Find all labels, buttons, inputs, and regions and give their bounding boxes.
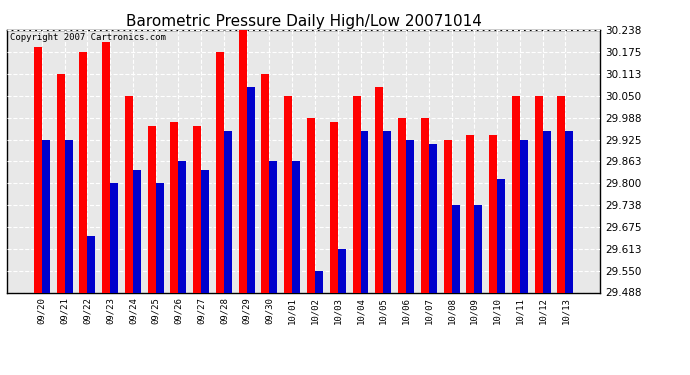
Bar (421, 117, 428, 292)
Bar (262, 74, 270, 292)
Bar (558, 96, 565, 292)
Bar (247, 87, 255, 292)
Bar (520, 140, 528, 292)
Bar (474, 205, 482, 292)
Bar (375, 87, 383, 292)
Bar (451, 205, 460, 292)
Bar (497, 179, 505, 292)
Bar (88, 236, 95, 292)
Bar (133, 170, 141, 292)
Bar (193, 126, 201, 292)
Bar (315, 271, 323, 292)
Bar (179, 161, 186, 292)
Bar (170, 122, 179, 292)
Bar (201, 170, 209, 292)
Bar (337, 249, 346, 292)
Bar (224, 131, 232, 292)
Bar (270, 161, 277, 292)
Text: Copyright 2007 Cartronics.com: Copyright 2007 Cartronics.com (10, 33, 166, 42)
Bar (125, 96, 133, 292)
Bar (42, 140, 50, 292)
Bar (239, 30, 247, 292)
Bar (330, 122, 337, 292)
Bar (216, 52, 224, 292)
Bar (360, 131, 368, 292)
Bar (34, 47, 42, 292)
Bar (398, 117, 406, 292)
Bar (284, 96, 293, 292)
Bar (102, 42, 110, 292)
Bar (383, 131, 391, 292)
Bar (57, 74, 65, 292)
Title: Barometric Pressure Daily High/Low 20071014: Barometric Pressure Daily High/Low 20071… (126, 14, 482, 29)
Bar (466, 135, 474, 292)
Bar (65, 140, 72, 292)
Bar (79, 52, 88, 292)
Bar (156, 183, 164, 292)
Bar (489, 135, 497, 292)
Bar (353, 96, 360, 292)
Bar (535, 96, 542, 292)
Bar (542, 131, 551, 292)
Bar (110, 183, 118, 292)
Bar (565, 131, 573, 292)
Bar (406, 140, 414, 292)
Bar (428, 144, 437, 292)
Bar (512, 96, 520, 292)
Bar (307, 117, 315, 292)
Bar (444, 140, 451, 292)
Bar (148, 126, 156, 292)
Bar (293, 161, 300, 292)
